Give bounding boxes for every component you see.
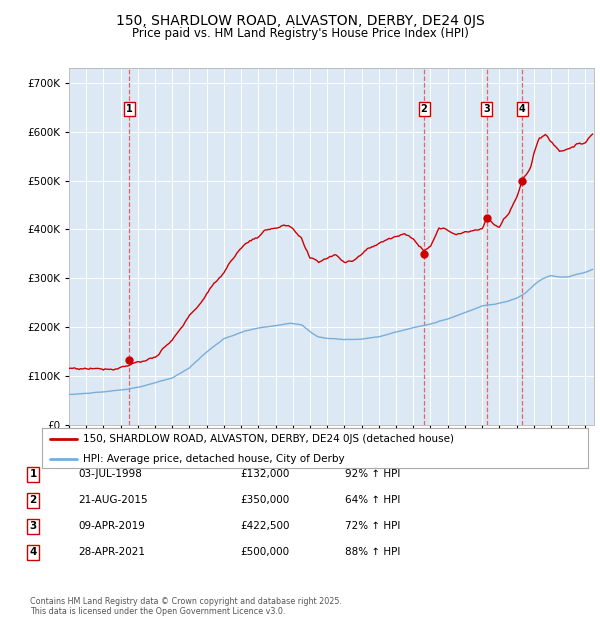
Text: 1: 1 [126,104,133,114]
Text: Contains HM Land Registry data © Crown copyright and database right 2025.: Contains HM Land Registry data © Crown c… [30,597,342,606]
Text: 21-AUG-2015: 21-AUG-2015 [78,495,148,505]
Text: £132,000: £132,000 [240,469,289,479]
Text: 150, SHARDLOW ROAD, ALVASTON, DERBY, DE24 0JS (detached house): 150, SHARDLOW ROAD, ALVASTON, DERBY, DE2… [83,434,454,444]
Text: 92% ↑ HPI: 92% ↑ HPI [345,469,400,479]
Text: 3: 3 [29,521,37,531]
Text: 28-APR-2021: 28-APR-2021 [78,547,145,557]
Text: This data is licensed under the Open Government Licence v3.0.: This data is licensed under the Open Gov… [30,606,286,616]
Text: £422,500: £422,500 [240,521,290,531]
Text: 88% ↑ HPI: 88% ↑ HPI [345,547,400,557]
Text: 09-APR-2019: 09-APR-2019 [78,521,145,531]
Text: 150, SHARDLOW ROAD, ALVASTON, DERBY, DE24 0JS: 150, SHARDLOW ROAD, ALVASTON, DERBY, DE2… [116,14,484,28]
Text: Price paid vs. HM Land Registry's House Price Index (HPI): Price paid vs. HM Land Registry's House … [131,27,469,40]
Text: 4: 4 [29,547,37,557]
Text: £350,000: £350,000 [240,495,289,505]
Text: £500,000: £500,000 [240,547,289,557]
Text: 3: 3 [484,104,490,114]
Text: 1: 1 [29,469,37,479]
Text: 72% ↑ HPI: 72% ↑ HPI [345,521,400,531]
Text: 64% ↑ HPI: 64% ↑ HPI [345,495,400,505]
Text: HPI: Average price, detached house, City of Derby: HPI: Average price, detached house, City… [83,454,344,464]
Text: 03-JUL-1998: 03-JUL-1998 [78,469,142,479]
Text: 2: 2 [29,495,37,505]
Text: 4: 4 [518,104,526,114]
Text: 2: 2 [421,104,427,114]
